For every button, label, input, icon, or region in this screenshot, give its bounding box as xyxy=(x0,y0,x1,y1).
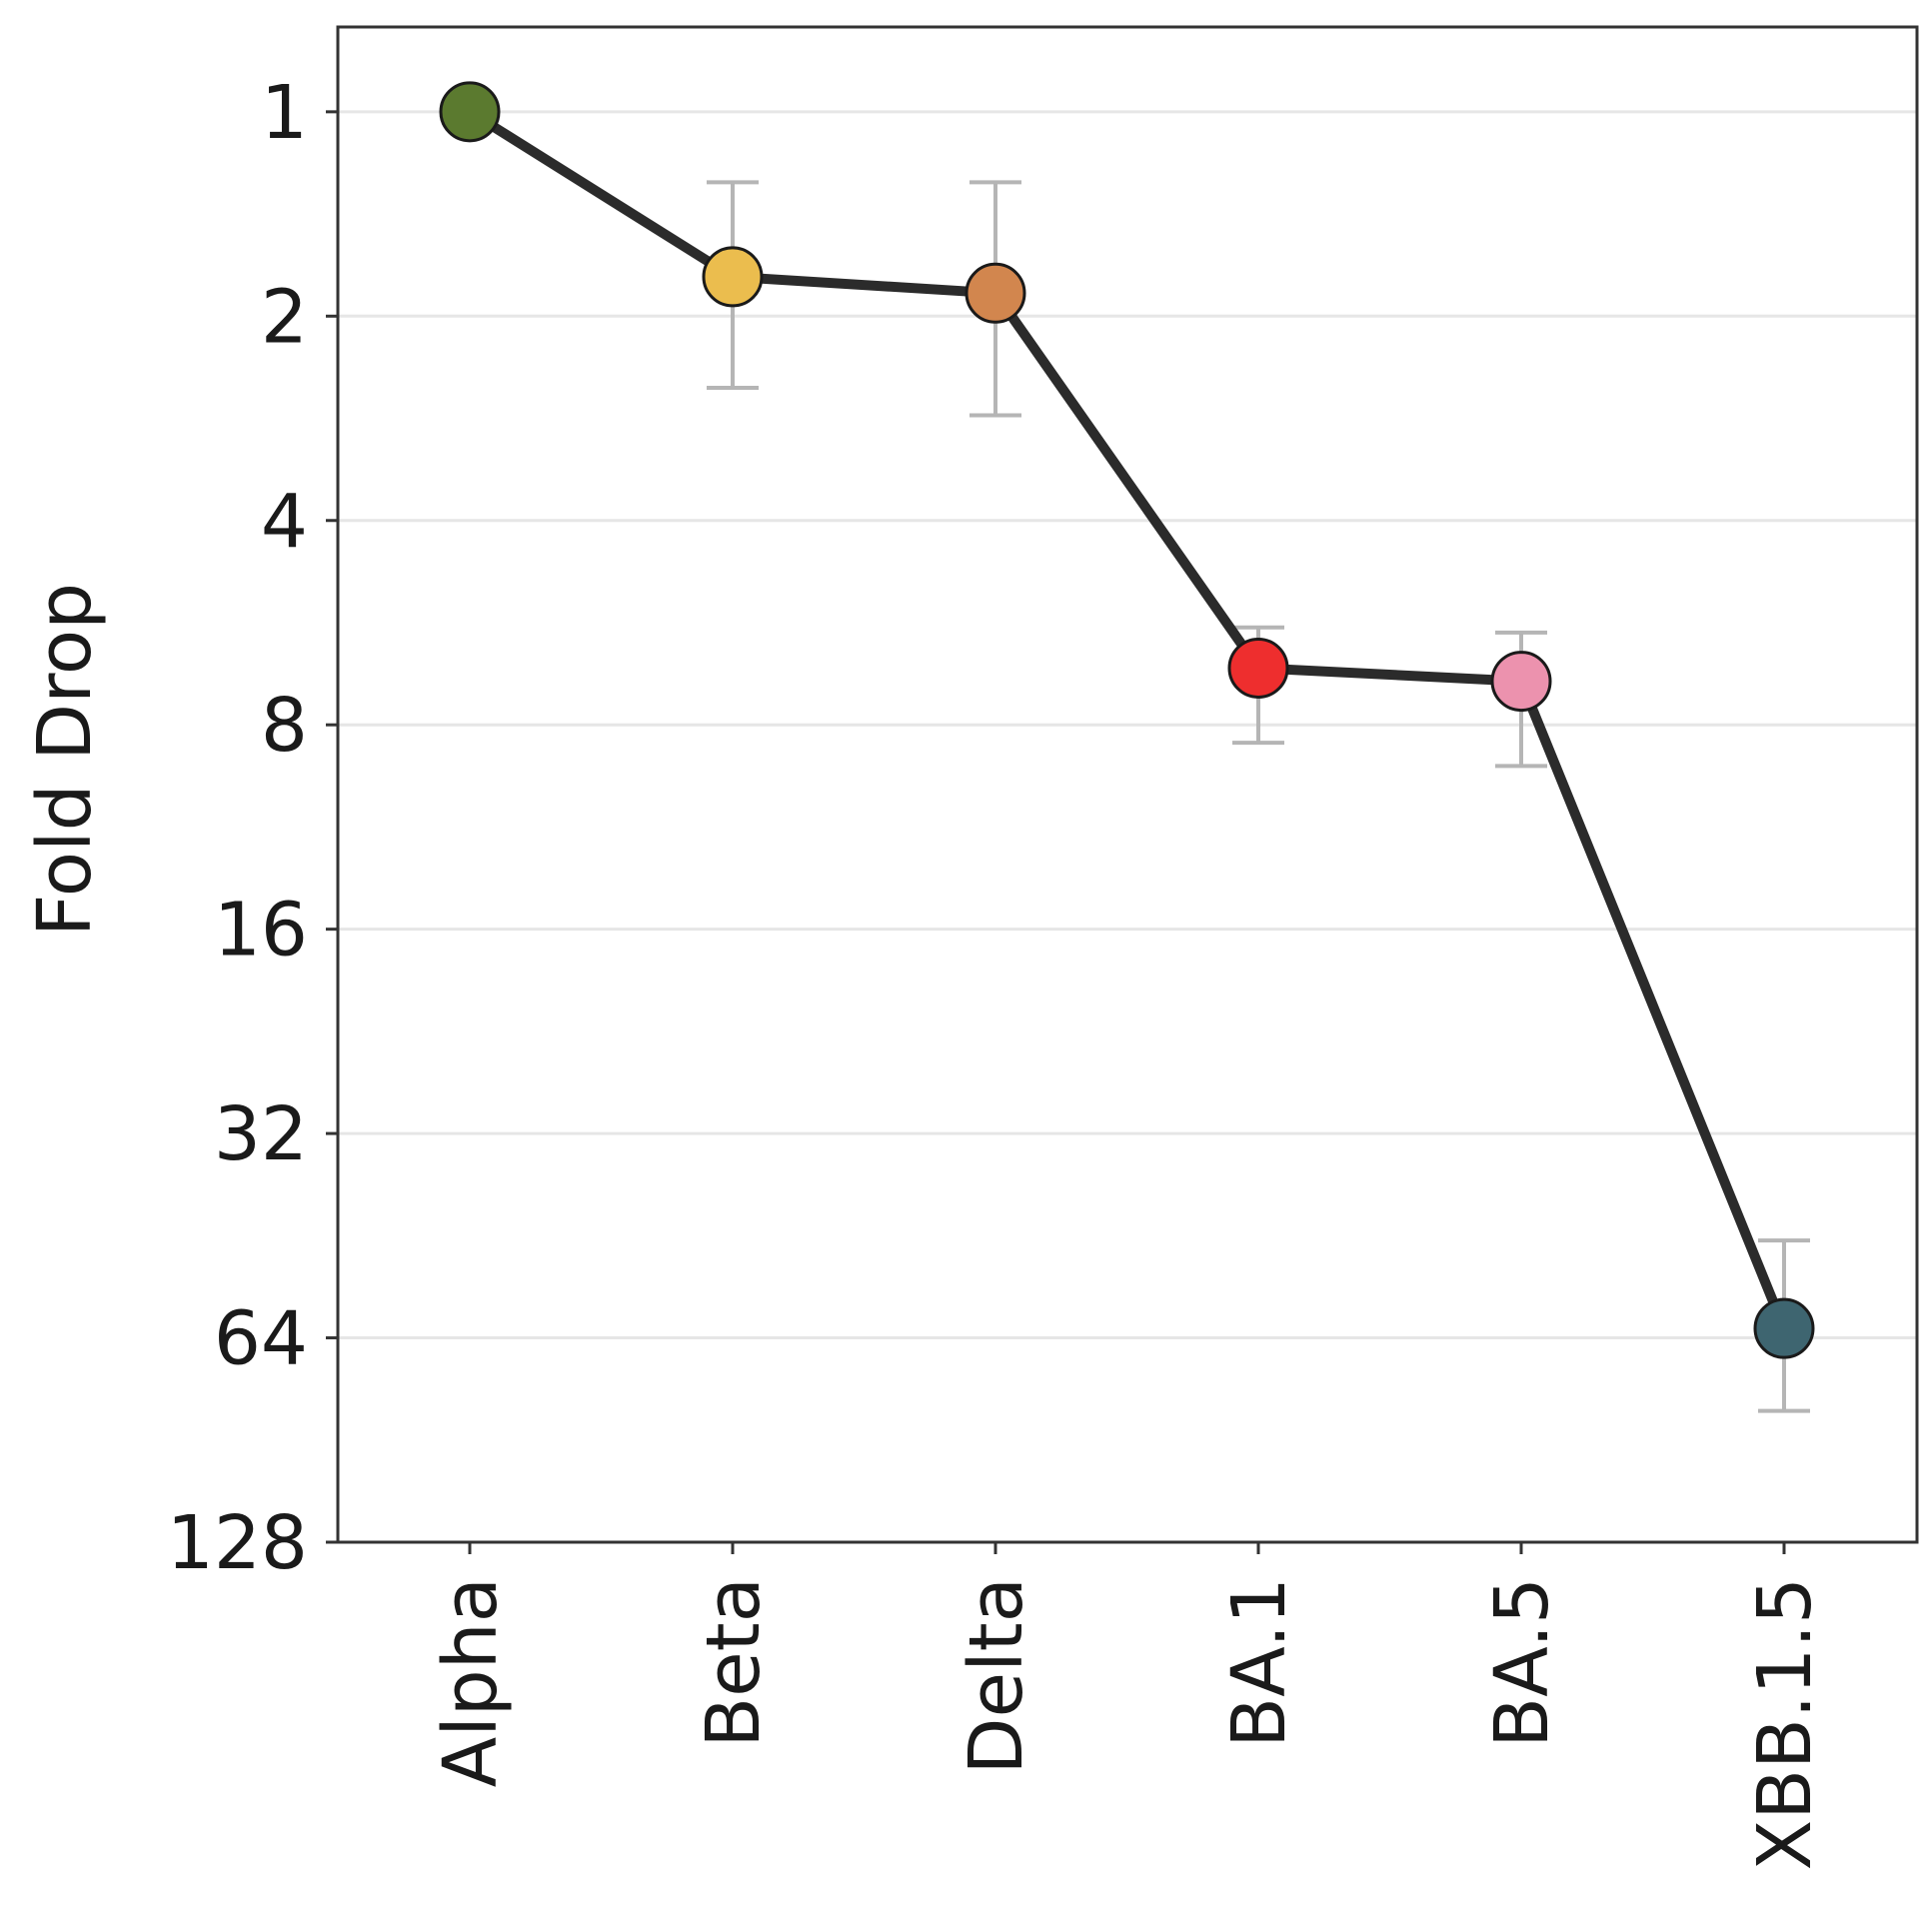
x-tick-label-alpha: Alpha xyxy=(428,1577,514,1787)
data-point-delta xyxy=(965,262,1026,324)
data-point-ba-1 xyxy=(1227,637,1289,699)
y-tick-label-8: 8 xyxy=(261,683,308,769)
x-axis-ticks: Alpha Beta Delta BA.1 BA.5 XBB.1.5 xyxy=(428,1542,1828,1870)
x-tick-label-ba-5: BA.5 xyxy=(1479,1577,1565,1748)
y-tick-label-1: 1 xyxy=(261,70,308,156)
x-tick-label-beta: Beta xyxy=(691,1577,777,1748)
x-tick-label-delta: Delta xyxy=(954,1577,1039,1774)
error-bars xyxy=(707,180,1810,1413)
grid-lines xyxy=(338,110,1917,1340)
series-line-layer xyxy=(465,106,1789,1334)
x-tick-label-xbb-1-5: XBB.1.5 xyxy=(1742,1577,1828,1870)
x-tick-label-ba-1: BA.1 xyxy=(1216,1577,1302,1748)
y-tick-label-2: 2 xyxy=(261,274,308,360)
y-tick-label-128: 128 xyxy=(167,1500,308,1586)
plot-frame xyxy=(336,25,1919,1544)
data-point-beta xyxy=(702,246,764,308)
y-tick-label-4: 4 xyxy=(261,479,308,565)
y-tick-label-32: 32 xyxy=(214,1091,308,1177)
y-tick-label-16: 16 xyxy=(214,888,308,973)
data-point-alpha xyxy=(439,81,501,143)
y-tick-label-64: 64 xyxy=(214,1296,308,1382)
y-axis-title: Fold Drop xyxy=(22,583,108,937)
data-points xyxy=(439,81,1815,1359)
series-line xyxy=(465,106,1789,1334)
data-point-ba-5 xyxy=(1490,651,1552,713)
data-point-xbb-1-5 xyxy=(1753,1297,1815,1359)
y-axis-ticks: 1 2 4 8 16 32 64 128 xyxy=(167,70,338,1586)
